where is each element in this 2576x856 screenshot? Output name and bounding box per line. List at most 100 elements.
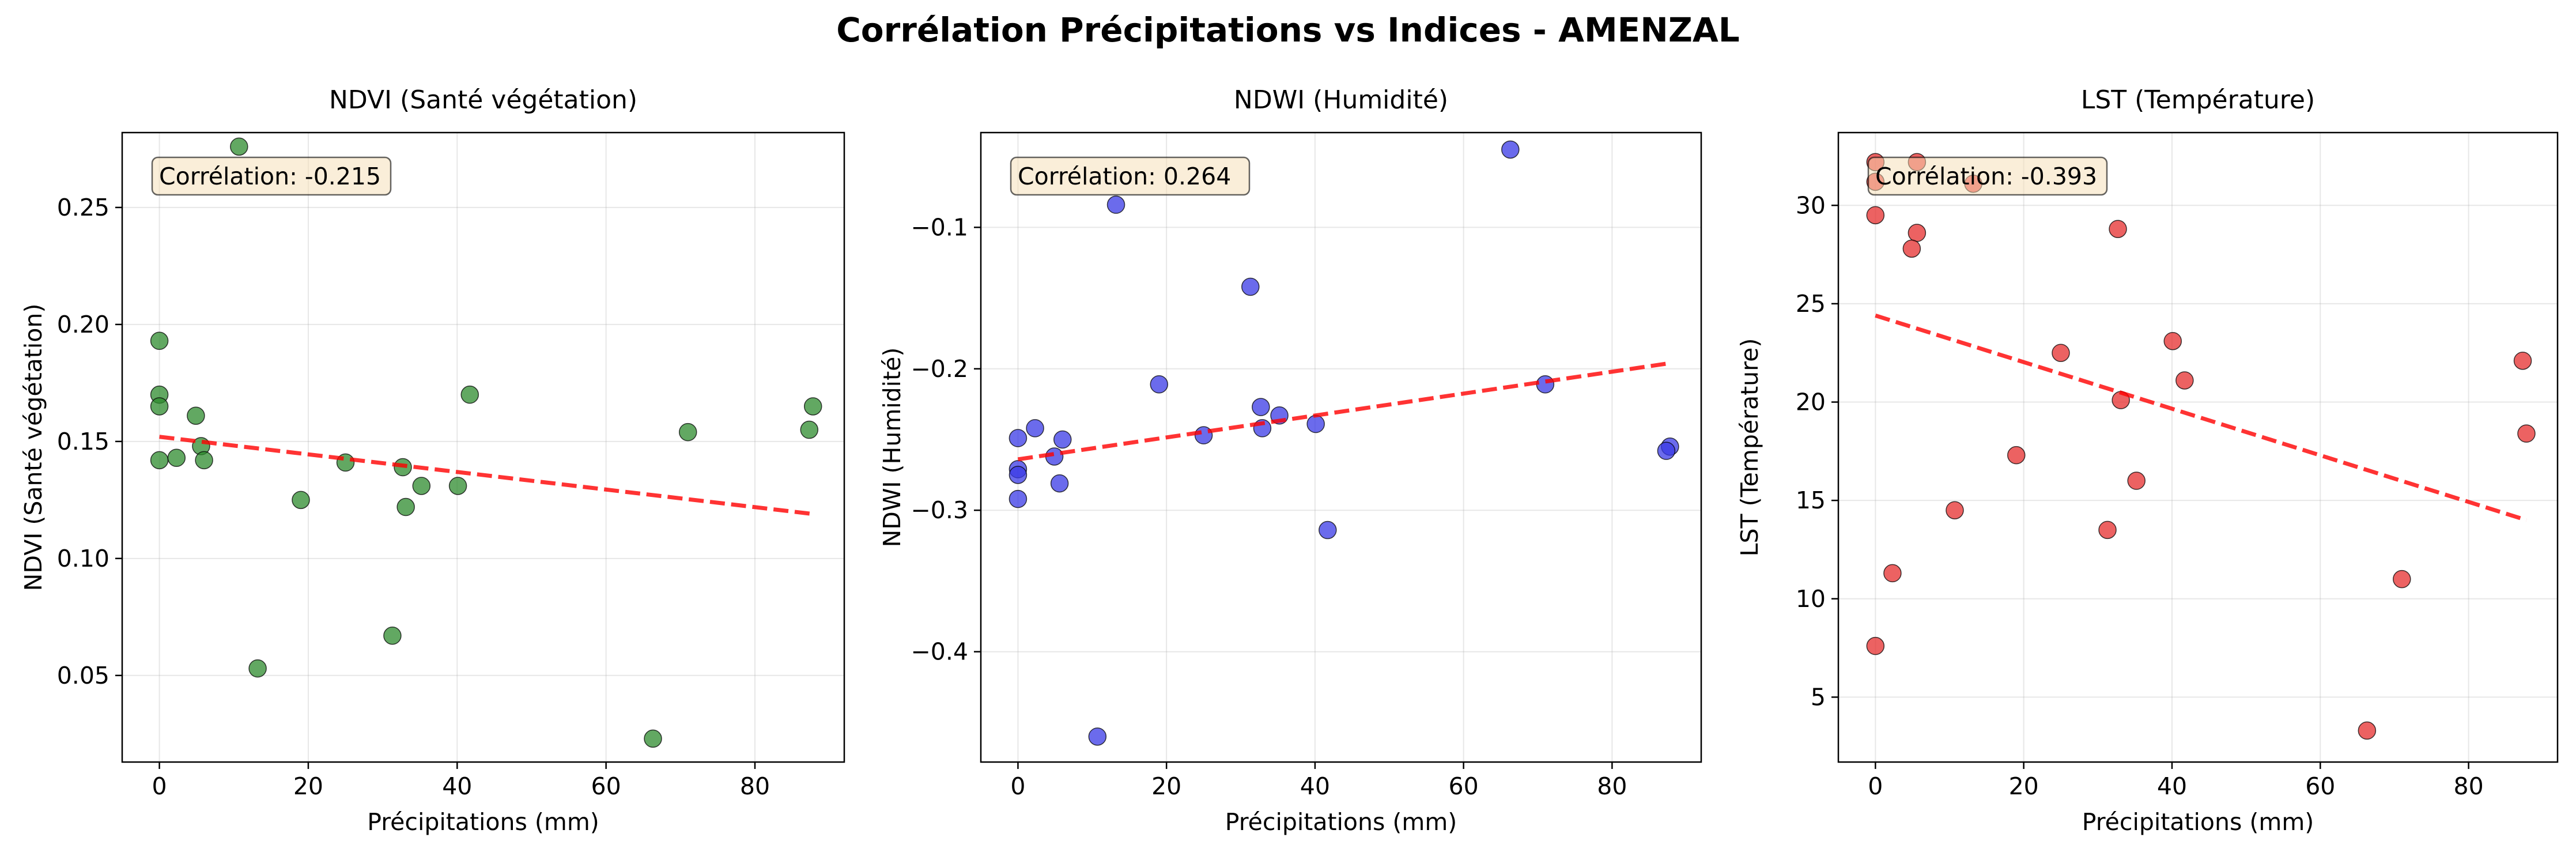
x-tick-label: 80: [2454, 772, 2484, 800]
panel-title: LST (Température): [2081, 85, 2315, 115]
y-tick-label: 25: [1796, 290, 1826, 318]
y-tick-label: −0.3: [911, 496, 968, 524]
y-tick-label: 0.05: [57, 662, 109, 689]
data-point: [803, 397, 822, 416]
y-tick-label: 0.15: [57, 428, 109, 455]
trend-line: [159, 435, 814, 516]
y-tick-label: 5: [1811, 683, 1826, 711]
chart-panel-3: LST (Température) 0 20 40 60 80 5 10 15 20 25 30 Cor…: [1736, 85, 2559, 836]
y-tick-label: −0.4: [911, 638, 968, 666]
y-axis-label: LST (Température): [1736, 338, 1763, 557]
data-point: [2052, 344, 2070, 362]
x-tick-label: 0: [1868, 772, 1883, 800]
data-point: [187, 406, 205, 425]
axes-frame: [121, 131, 845, 763]
correlation-label: Corrélation: 0.264: [1018, 163, 1231, 190]
x-tick-label: 60: [1449, 772, 1479, 800]
x-tick-label: 60: [591, 772, 621, 800]
correlation-box: [1010, 156, 1251, 196]
data-point: [1657, 442, 1676, 460]
data-point: [383, 627, 402, 645]
x-tick-label: 0: [1010, 772, 1025, 800]
data-point: [1902, 239, 1921, 258]
data-point: [167, 448, 186, 467]
data-point: [2175, 371, 2194, 390]
trend-line: [1875, 314, 2528, 522]
data-point: [1009, 429, 1028, 447]
data-point: [678, 423, 697, 442]
data-point: [2127, 472, 2146, 490]
panel-title: NDWI (Humidité): [1234, 85, 1448, 115]
correlation-box: [1867, 156, 2108, 196]
y-axis-label: NDVI (Santé végétation): [20, 304, 47, 591]
y-tick-label: 10: [1796, 585, 1826, 613]
chart-panel-2: NDWI (Humidité) 0 20 40 60 80 −0.4 −0.3 −0.2 −0.1…: [878, 85, 1702, 836]
data-point: [1908, 224, 1927, 242]
data-point: [412, 477, 431, 495]
chart-panel-1: NDVI (Santé végétation) 0 20 40 60 80 0.05 0.10…: [20, 85, 845, 836]
data-point: [1050, 474, 1069, 493]
data-point: [2513, 352, 2532, 370]
x-tick-label: 0: [152, 772, 167, 800]
data-point: [1946, 501, 1964, 519]
data-point: [2517, 424, 2536, 443]
data-point: [460, 385, 479, 404]
data-point: [248, 659, 267, 678]
y-tick-label: 0.10: [57, 545, 109, 572]
data-point: [150, 331, 169, 350]
x-tick-label: 20: [1151, 772, 1181, 800]
trend-line: [1017, 361, 1671, 462]
data-point: [2098, 521, 2117, 540]
data-point: [448, 477, 467, 495]
data-point: [1009, 489, 1028, 508]
y-tick-label: −0.2: [911, 355, 968, 383]
data-point: [2358, 721, 2377, 740]
data-point: [2109, 220, 2127, 238]
data-point: [396, 497, 415, 516]
data-point: [1106, 195, 1125, 214]
data-point: [1866, 206, 1885, 225]
axes-frame: [980, 131, 1702, 763]
x-tick-label: 20: [2009, 772, 2039, 800]
data-point: [1241, 277, 1260, 296]
data-point: [150, 397, 169, 416]
data-point: [1252, 398, 1270, 416]
axes-frame: [1837, 131, 2559, 763]
x-axis-label: Précipitations (mm): [2082, 808, 2314, 836]
data-point: [1866, 636, 1885, 655]
y-tick-label: −0.1: [911, 213, 968, 241]
y-tick-label: 15: [1796, 487, 1826, 514]
data-point: [2007, 446, 2026, 465]
x-tick-label: 80: [740, 772, 770, 800]
data-point: [1026, 419, 1044, 438]
x-tick-label: 40: [1300, 772, 1330, 800]
data-point: [195, 451, 213, 470]
y-tick-label: 0.20: [57, 311, 109, 338]
x-tick-label: 40: [2157, 772, 2187, 800]
x-tick-label: 40: [442, 772, 472, 800]
panel-title: NDVI (Santé végétation): [329, 85, 637, 115]
data-point: [644, 729, 662, 748]
x-axis-label: Précipitations (mm): [1225, 808, 1457, 836]
correlation-label: Corrélation: -0.393: [1875, 163, 2097, 190]
data-point: [1306, 414, 1325, 433]
data-point: [2163, 331, 2182, 350]
data-point: [150, 451, 169, 470]
data-point: [800, 420, 819, 439]
data-point: [1883, 564, 1902, 583]
figure-title: Corrélation Précipitations vs Indices - …: [836, 10, 1740, 50]
correlation-label: Corrélation: -0.215: [159, 163, 381, 190]
x-tick-label: 60: [2305, 772, 2335, 800]
data-point: [1053, 430, 1072, 449]
data-point: [1088, 727, 1107, 746]
data-point: [1319, 521, 1337, 540]
x-tick-label: 80: [1597, 772, 1627, 800]
y-tick-label: 20: [1796, 389, 1826, 416]
correlation-box: [151, 156, 392, 196]
data-point: [1009, 466, 1028, 484]
data-point: [1501, 140, 1520, 159]
data-point: [230, 137, 248, 156]
x-tick-label: 20: [293, 772, 323, 800]
x-axis-label: Précipitations (mm): [367, 808, 599, 836]
